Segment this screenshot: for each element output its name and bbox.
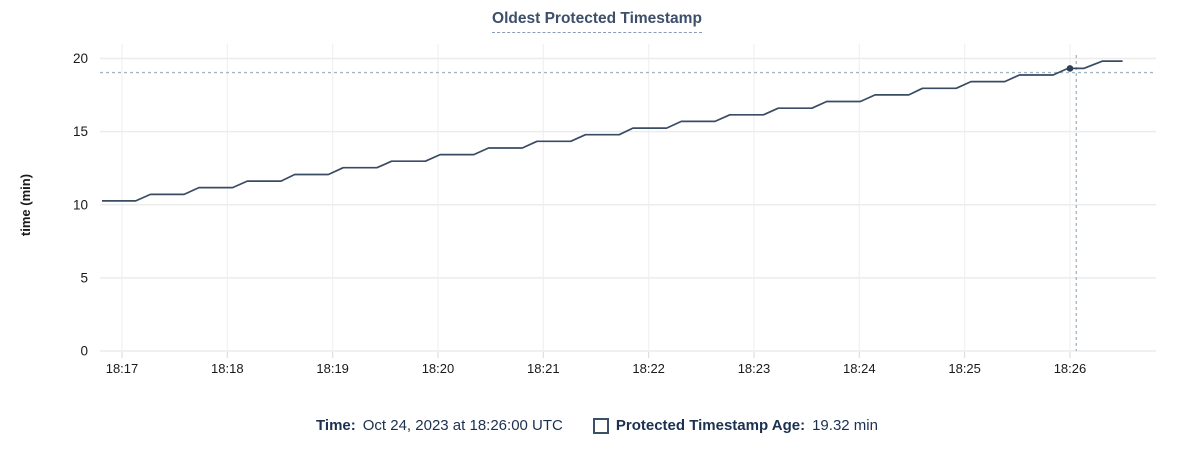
x-tick-label: 18:18 xyxy=(211,361,244,376)
hover-time-label: Time: xyxy=(316,417,356,434)
x-tick-label: 18:25 xyxy=(948,361,981,376)
legend-checkbox-icon xyxy=(592,417,609,434)
x-tick-label: 18:22 xyxy=(632,361,665,376)
legend-item-protected-timestamp-age[interactable]: Protected Timestamp Age: 19.32 min xyxy=(592,417,878,434)
y-tick-label: 10 xyxy=(73,197,88,212)
chart-header: Oldest Protected Timestamp xyxy=(0,10,1194,33)
x-tick-label: 18:23 xyxy=(738,361,771,376)
series-line-protected-timestamp-age xyxy=(102,60,1123,202)
x-tick-label: 18:26 xyxy=(1054,361,1087,376)
y-axis-label: time (min) xyxy=(18,174,33,236)
chart-title[interactable]: Oldest Protected Timestamp xyxy=(492,10,702,33)
chart-plot-area[interactable]: 18:17 18:18 18:19 18:20 18:21 18:22 18:23 18:24… xyxy=(0,40,1194,412)
legend-series-label: Protected Timestamp Age: xyxy=(615,417,806,434)
legend-series-value: 19.32 min xyxy=(812,417,878,434)
x-tick-label: 18:24 xyxy=(843,361,876,376)
hover-time-value: Oct 24, 2023 at 18:26:00 UTC xyxy=(362,417,563,434)
x-tick-label: 18:17 xyxy=(106,361,139,376)
y-tick-label: 0 xyxy=(80,344,88,359)
x-tick-label: 18:21 xyxy=(527,361,560,376)
y-tick-label: 20 xyxy=(73,51,88,66)
hover-point-dot xyxy=(1066,65,1074,72)
y-tick-label: 15 xyxy=(73,124,88,139)
x-tick-label: 18:19 xyxy=(316,361,349,376)
chart-footer: Time: Oct 24, 2023 at 18:26:00 UTC Prote… xyxy=(0,417,1194,434)
y-tick-label: 5 xyxy=(80,270,88,285)
x-tick-label: 18:20 xyxy=(422,361,455,376)
